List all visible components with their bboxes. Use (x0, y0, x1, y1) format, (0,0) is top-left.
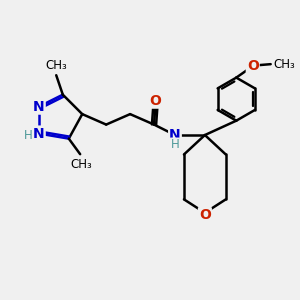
Text: O: O (150, 94, 161, 108)
Text: CH₃: CH₃ (71, 158, 92, 171)
Text: CH₃: CH₃ (45, 58, 67, 72)
Text: N: N (33, 100, 45, 114)
Text: H: H (171, 138, 179, 151)
Text: CH₃: CH₃ (273, 58, 295, 71)
Text: O: O (199, 208, 211, 222)
Text: H: H (24, 128, 33, 142)
Text: N: N (33, 127, 45, 140)
Text: N: N (169, 128, 181, 142)
Text: O: O (247, 59, 259, 73)
